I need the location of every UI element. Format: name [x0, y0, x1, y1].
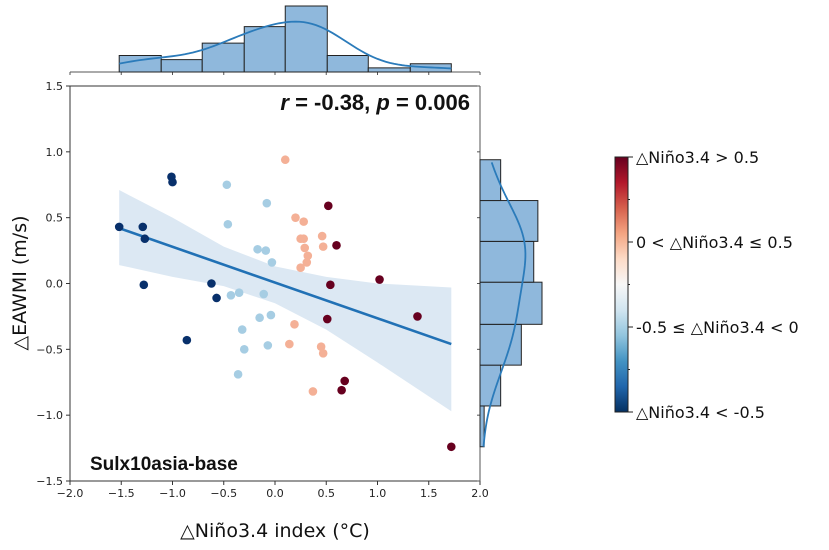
- data-point: [253, 244, 262, 254]
- x-tick-label: −1.0: [159, 487, 186, 500]
- top-histogram: [69, 5, 481, 75]
- series-weak_pos: [280, 155, 328, 396]
- right-histogram: [477, 85, 543, 482]
- data-point: [266, 310, 276, 320]
- data-point: [299, 217, 309, 226]
- scatter-points-layer: [114, 155, 456, 452]
- data-point: [261, 246, 271, 255]
- data-point: [280, 155, 290, 165]
- x-tick-label: −0.5: [210, 487, 237, 500]
- data-point: [308, 387, 318, 396]
- data-point: [114, 222, 124, 232]
- data-point: [290, 320, 299, 329]
- y-tick-label: 0.0: [46, 278, 64, 291]
- colorbar-label: 0 < △Niño3.4 ≤ 0.5: [636, 233, 793, 252]
- data-point: [291, 213, 300, 222]
- x-tick-label: 1.0: [369, 487, 387, 500]
- data-point: [207, 279, 216, 288]
- data-point: [340, 376, 350, 386]
- data-point: [255, 313, 264, 323]
- data-point: [324, 201, 333, 211]
- y-tick-label: 1.5: [46, 80, 64, 93]
- data-point: [322, 314, 332, 324]
- top-hist-bar: [243, 26, 286, 73]
- data-point: [139, 280, 149, 290]
- data-point: [318, 242, 328, 251]
- right-hist-bar: [479, 323, 522, 366]
- data-point: [326, 280, 335, 290]
- confidence-band-layer: [119, 190, 452, 412]
- x-axis-label: △Niño3.4 index (°C): [180, 520, 370, 542]
- data-point: [375, 275, 384, 284]
- data-point: [233, 370, 243, 379]
- y-tick-label: 0.5: [46, 212, 64, 225]
- data-point: [318, 348, 328, 358]
- data-point: [234, 288, 244, 298]
- data-point: [296, 263, 305, 273]
- data-point: [182, 335, 192, 345]
- x-tick-label: −1.5: [108, 487, 135, 500]
- top-hist-bar: [160, 59, 203, 73]
- top-hist-bar: [284, 5, 328, 73]
- data-point: [332, 241, 341, 250]
- data-point: [212, 293, 221, 303]
- regression-layer: [118, 226, 452, 346]
- axes-layer: −2.0 −1.5 −1.0 −0.5 0.0 0.5 1.0 1.5 2.0−1.5−1.0−…: [36, 80, 488, 500]
- data-point: [223, 219, 233, 229]
- data-point: [302, 258, 312, 267]
- data-point: [237, 325, 247, 334]
- series-weak_neg: [222, 180, 277, 379]
- y-tick-label: −1.5: [36, 475, 63, 488]
- confidence-band: [119, 190, 452, 412]
- data-point: [299, 234, 309, 244]
- data-point: [285, 339, 294, 349]
- colorbar-label: △Niño3.4 < -0.5: [636, 403, 765, 422]
- regression-line: [118, 226, 452, 346]
- y-axis-label: △EAWMI (m/s): [9, 215, 31, 350]
- right-kde-curve: [482, 162, 527, 447]
- x-tick-label: 0.5: [318, 487, 336, 500]
- x-tick-label: −2.0: [57, 487, 84, 500]
- data-point: [168, 177, 177, 187]
- data-point: [138, 222, 148, 232]
- experiment-label: Sulx10asia-base: [90, 454, 238, 475]
- top-hist-bar: [367, 67, 411, 73]
- right-hist-bar: [479, 159, 502, 202]
- data-point: [300, 243, 310, 253]
- data-point: [262, 198, 272, 208]
- x-tick-label: 1.5: [420, 487, 438, 500]
- correlation-annotation: r = -0.38, p = 0.006: [280, 90, 470, 115]
- data-point: [317, 231, 327, 241]
- data-point: [226, 291, 236, 300]
- x-tick-label: 0.0: [266, 487, 284, 500]
- x-tick-label: 2.0: [471, 487, 489, 500]
- y-tick-label: 1.0: [46, 146, 64, 159]
- data-point: [239, 345, 249, 354]
- y-tick-label: −0.5: [36, 343, 63, 356]
- data-point: [447, 442, 456, 452]
- right-hist-bar: [479, 281, 543, 325]
- data-point: [413, 312, 422, 321]
- series-strong_pos: [322, 201, 456, 452]
- colorbar-gradient: [614, 156, 629, 413]
- series-strong_neg: [114, 172, 221, 345]
- right-hist-bar: [479, 200, 539, 242]
- data-point: [316, 342, 326, 352]
- y-tick-label: −1.0: [36, 409, 63, 422]
- data-point: [222, 180, 232, 190]
- data-point: [267, 258, 277, 267]
- data-point: [259, 289, 269, 299]
- data-point: [337, 385, 346, 395]
- right-hist-bar: [479, 364, 502, 407]
- data-point: [303, 251, 313, 261]
- colorbar-label: -0.5 ≤ △Niño3.4 < 0: [636, 318, 799, 337]
- colorbar-label: △Niño3.4 > 0.5: [636, 148, 759, 167]
- data-point: [140, 234, 150, 244]
- top-hist-bar: [326, 55, 369, 73]
- colorbar: △Niño3.4 > 0.5 0 < △Niño3.4 ≤ 0.5 -0.5 ≤ △…: [614, 148, 799, 422]
- top-kde-curve: [119, 20, 452, 70]
- data-point: [263, 341, 273, 350]
